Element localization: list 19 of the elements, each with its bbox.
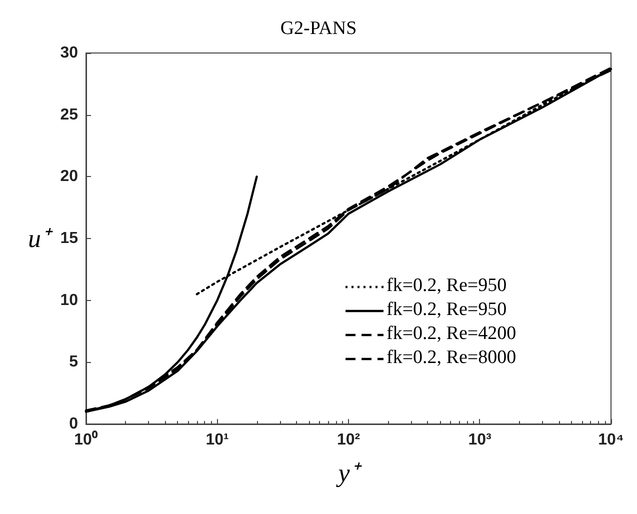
x-tick-label: 10⁰ [74, 430, 98, 448]
y-tick-label: 25 [60, 106, 78, 124]
legend-label: fk=0.2, Re=8000 [386, 347, 516, 368]
legend-label: fk=0.2, Re=950 [386, 299, 507, 320]
y-tick-label: 10 [60, 292, 78, 309]
x-tick-label: 10⁴ [598, 432, 624, 448]
legend-label: fk=0.2, Re=4200 [386, 323, 516, 344]
y-tick-label: 0 [69, 416, 78, 432]
y-tick-label: 20 [60, 168, 78, 186]
x-tick-label: 10² [336, 432, 360, 448]
y-tick-label: 5 [69, 354, 78, 371]
y-tick-label: 15 [60, 230, 78, 247]
legend-label: fk=0.2, Re=950 [386, 275, 507, 296]
y-tick-label: 30 [60, 44, 78, 62]
y-axis-title: u⁺ [28, 224, 53, 253]
x-tick-label: 10³ [468, 432, 492, 448]
chart-title: G2-PANS [280, 18, 357, 39]
x-axis-title: y⁺ [335, 458, 362, 488]
x-tick-label: 10¹ [206, 432, 229, 448]
